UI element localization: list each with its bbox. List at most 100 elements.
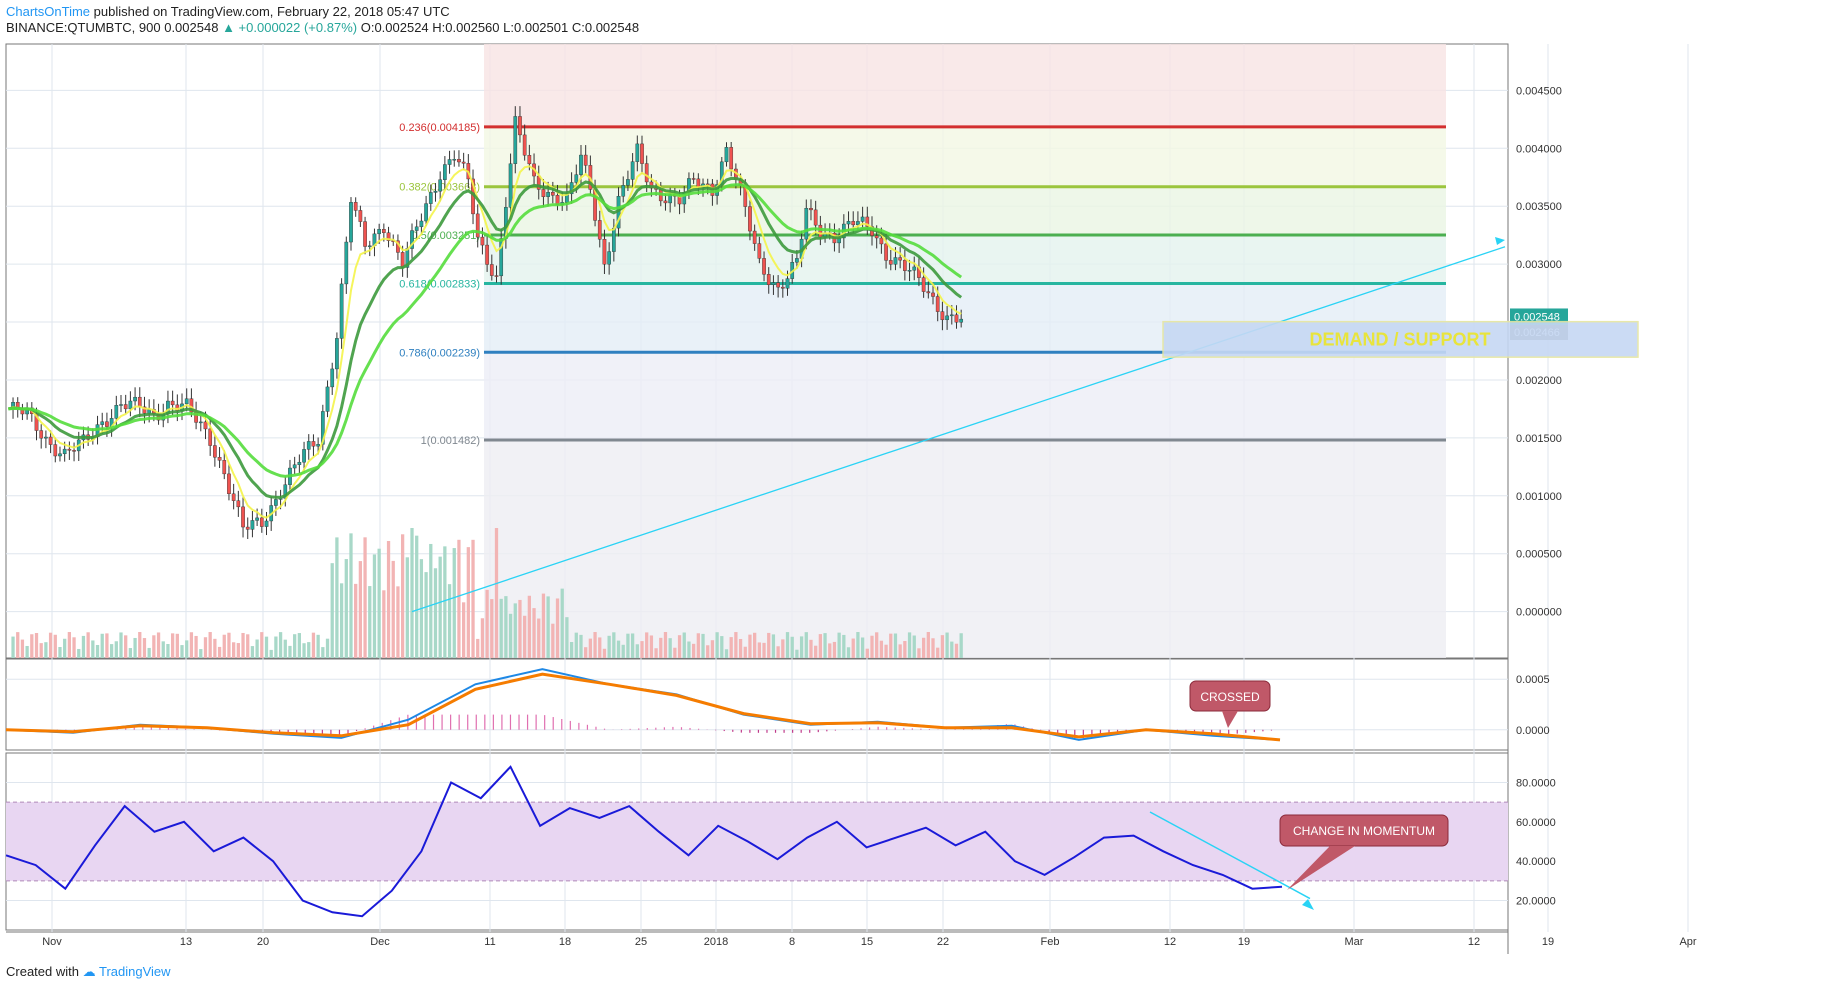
symbol-label: BINANCE:QTUMBTC, 900 [6,20,161,35]
x-tick-label: 13 [180,936,192,948]
y-tick-label: 0.0005 [1516,674,1550,686]
momentum-arrowhead [1302,899,1314,910]
volume-bar [429,543,433,658]
candle-body [39,430,44,439]
volume-bar [584,647,588,658]
candle-body [105,421,109,427]
volume-bar [574,632,578,658]
candle-body [133,396,137,402]
volume-bar [687,641,691,658]
candle-body [884,243,888,261]
volume-bar [490,599,494,658]
x-tick-label: Feb [1041,936,1060,948]
candle-body [602,239,607,265]
volume-bar [710,640,715,658]
x-tick-label: 19 [1238,936,1250,948]
volume-bar [846,647,851,658]
candle-body [461,161,466,164]
candle-body [382,229,386,233]
candle-body [67,448,72,451]
candle-body [522,134,527,156]
volume-bar [11,636,15,658]
candle-body [851,221,856,226]
volume-bar [767,632,771,658]
candle-body [546,192,550,197]
candle-body [630,161,635,180]
volume-bar [175,633,179,658]
candle-body [203,421,208,430]
volume-bar [626,633,630,658]
candle-body [320,411,325,445]
author-link[interactable]: ChartsOnTime [6,4,91,19]
volume-bar [659,637,663,658]
volume-bar [551,623,555,658]
candle-body [255,517,259,521]
candle-body [452,159,457,161]
candle-body [213,445,217,458]
volume-bar [349,533,353,658]
volume-bar [415,535,419,658]
x-tick-label: 2018 [704,936,728,948]
volume-bar [203,637,208,658]
x-tick-label: 11 [484,936,495,948]
candle-body [898,257,903,261]
candle-body [757,243,762,259]
candle-body [480,236,485,246]
volume-bar [860,637,865,658]
volume-bar [185,640,189,658]
volume-bar [86,632,90,658]
volume-bar [405,557,409,658]
volume-bar [907,632,912,658]
volume-bar [433,568,438,658]
volume-bar [424,572,428,658]
volume-bars [11,528,963,658]
volume-bar [856,632,860,658]
volume-bar [898,644,902,658]
candle-body [297,461,302,465]
y-tick-label: 0.004000 [1516,143,1562,155]
candle-body [316,444,320,447]
candle-body [386,232,391,241]
candle-body [621,185,626,197]
candle-body [489,264,494,276]
fibonacci-levels: 0.236(0.004185)0.382(0.003668)0.5(0.0032… [399,122,1446,447]
y-tick-label: 60.0000 [1516,817,1556,829]
tradingview-link[interactable]: TradingView [99,964,171,979]
volume-bar [879,640,884,658]
ema-mid-line [8,176,963,499]
candle-body [771,282,776,285]
volume-bar [236,643,240,658]
candle-body [931,292,935,297]
volume-bar [400,534,405,658]
candle-body [959,318,964,323]
volume-bar [30,634,34,658]
candle-body [358,210,363,222]
volume-bar [804,632,808,658]
fib-zone [484,439,1446,658]
momentum-callout [1279,814,1449,847]
volume-bar [368,586,372,658]
chart-footer: Created with ☁ TradingView [6,964,171,980]
volume-bar [738,638,743,658]
candle-body [640,143,644,164]
candle-body [457,159,461,163]
volume-bar [250,646,255,658]
volume-bar [48,632,53,658]
candle-body [813,209,818,226]
volume-bar [527,595,531,658]
x-tick-label: Nov [42,936,62,948]
volume-bar [358,561,363,658]
volume-bar [771,634,776,658]
volume-bar [274,636,278,658]
volume-bar [602,648,607,658]
x-tick-label: 12 [1468,936,1480,948]
volume-bar [438,556,442,658]
chart-header: ChartsOnTime published on TradingView.co… [6,4,639,36]
trend-line [411,246,1506,613]
volume-bar [865,648,869,658]
volume-bar [466,547,470,658]
y-tick-label: 0.001500 [1516,433,1562,445]
volume-bar [124,635,128,658]
volume-bar [828,643,832,658]
